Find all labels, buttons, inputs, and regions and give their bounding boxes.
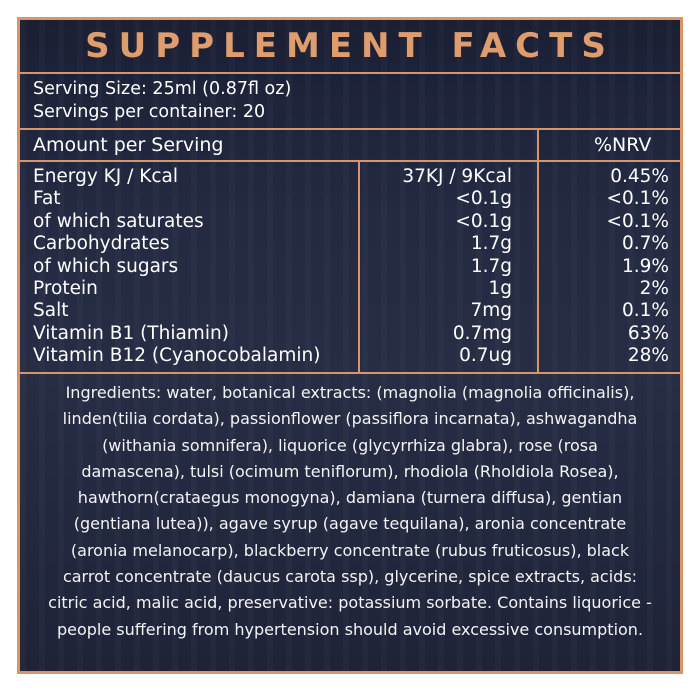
nutrient-amount: 1.7g bbox=[470, 233, 512, 255]
amount-column-divider bbox=[358, 160, 360, 372]
nutrient-nrv: 28% bbox=[627, 345, 669, 367]
nutrient-row: Vitamin B1 (Thiamin) 0.7mg 63% bbox=[20, 323, 680, 345]
nutrient-nrv: <0.1% bbox=[606, 188, 669, 210]
nutrient-nrv: 0.45% bbox=[610, 166, 669, 187]
nutrient-name: Salt bbox=[33, 300, 69, 322]
ingredients-line: carrot concentrate (daucus carota ssp), … bbox=[62, 567, 638, 587]
panel-title: SUPPLEMENT FACTS bbox=[85, 26, 615, 66]
nutrient-amount: 0.7mg bbox=[452, 322, 512, 344]
nutrient-amount: 7mg bbox=[470, 300, 512, 322]
nutrient-name: Fat bbox=[33, 188, 61, 210]
ingredients-line: damascena), tulsi (ocimum teniflorum), r… bbox=[81, 461, 619, 481]
divider-above-ingredients bbox=[20, 372, 680, 374]
nutrient-nrv: 63% bbox=[627, 322, 669, 344]
nutrient-amount: 37KJ / 9Kcal bbox=[402, 166, 512, 187]
nrv-header: %NRV bbox=[594, 134, 652, 156]
nutrient-row: of which saturates <0.1g <0.1% bbox=[20, 211, 680, 233]
ingredients-line: (gentiana lutea)), agave syrup (agave te… bbox=[73, 514, 627, 534]
nutrient-row: of which sugars 1.7g 1.9% bbox=[20, 256, 680, 278]
nutrient-name: Protein bbox=[33, 277, 98, 299]
ingredients-text: Ingredients: water, botanical extracts: … bbox=[30, 380, 670, 643]
nutrient-name: Energy KJ / Kcal bbox=[33, 166, 179, 187]
ingredients-line: Ingredients: water, botanical extracts: … bbox=[65, 383, 635, 402]
nutrient-name: Vitamin B12 (Cyanocobalamin) bbox=[33, 345, 321, 367]
nutrient-name: Carbohydrates bbox=[33, 233, 170, 255]
nutrient-name: Vitamin B1 (Thiamin) bbox=[33, 322, 229, 344]
nutrient-row: Vitamin B12 (Cyanocobalamin) 0.7ug 28% bbox=[20, 345, 680, 367]
nutrient-amount: 1g bbox=[488, 277, 512, 299]
nutrient-table: Energy KJ / Kcal 37KJ / 9Kcal 0.45% Fat … bbox=[20, 166, 680, 368]
serving-size: Serving Size: 25ml (0.87fl oz) bbox=[33, 79, 292, 99]
ingredients-line: linden(tilia cordata), passionflower (pa… bbox=[62, 409, 638, 429]
nutrient-nrv: 2% bbox=[639, 277, 669, 299]
nutrient-amount: 1.7g bbox=[470, 255, 512, 277]
nutrient-row: Energy KJ / Kcal 37KJ / 9Kcal 0.45% bbox=[20, 166, 680, 188]
nutrient-row: Carbohydrates 1.7g 0.7% bbox=[20, 233, 680, 255]
nutrient-nrv: <0.1% bbox=[606, 210, 669, 232]
nutrient-nrv: 1.9% bbox=[622, 255, 669, 277]
nutrient-name: of which saturates bbox=[33, 210, 204, 232]
supplement-facts-panel: SUPPLEMENT FACTS Serving Size: 25ml (0.8… bbox=[17, 17, 683, 674]
nutrient-row: Fat <0.1g <0.1% bbox=[20, 188, 680, 210]
divider-under-header bbox=[20, 160, 680, 162]
nrv-column-divider bbox=[537, 128, 539, 372]
nutrient-nrv: 0.7% bbox=[622, 233, 669, 255]
nutrient-amount: <0.1g bbox=[455, 210, 512, 232]
nutrient-nrv: 0.1% bbox=[622, 300, 669, 322]
ingredients-line: (aronia melanocarp), blackberry concentr… bbox=[70, 540, 630, 560]
nutrient-name: of which sugars bbox=[33, 255, 179, 277]
divider-under-serving bbox=[20, 128, 680, 130]
amount-per-serving-header: Amount per Serving bbox=[33, 134, 224, 156]
ingredients-line: hawthorn(crataegus monogyna), damiana (t… bbox=[77, 488, 623, 508]
divider-under-title bbox=[20, 72, 680, 74]
nutrient-row: Salt 7mg 0.1% bbox=[20, 300, 680, 322]
ingredients-line: (withania somnifera), liquorice (glycyrr… bbox=[102, 435, 598, 455]
nutrient-amount: <0.1g bbox=[455, 188, 512, 210]
nutrient-row: Protein 1g 2% bbox=[20, 278, 680, 300]
ingredients-line: citric acid, malic acid, preservative: p… bbox=[48, 593, 652, 613]
ingredients-line: people suffering from hypertension shoul… bbox=[56, 619, 644, 639]
nutrient-amount: 0.7ug bbox=[459, 345, 512, 367]
servings-per-container: Servings per container: 20 bbox=[33, 102, 266, 122]
